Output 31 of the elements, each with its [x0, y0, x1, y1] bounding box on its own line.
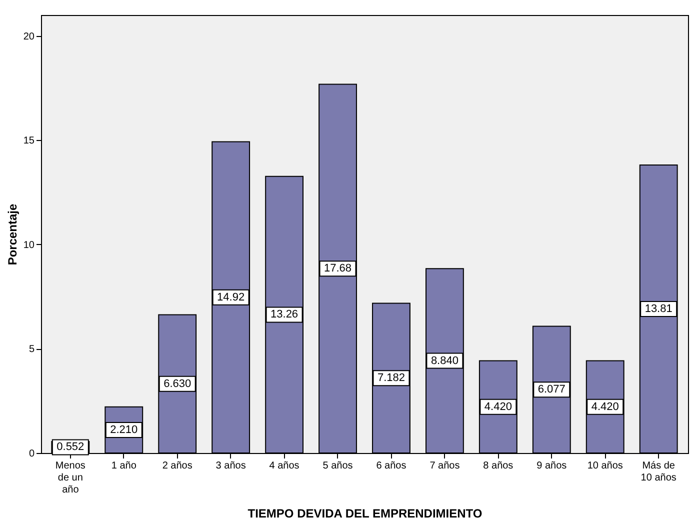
x-tick-label: 2 años: [162, 460, 192, 472]
x-tick-label: 10 años: [587, 460, 623, 472]
y-tick-label: 15: [23, 136, 35, 147]
data-label: 7.182: [377, 372, 405, 384]
x-tick-label: Menos de un año: [55, 460, 86, 496]
x-tick-label: 1 año: [111, 460, 137, 472]
data-label: 14.92: [217, 291, 245, 304]
x-tick-label: 9 años: [536, 460, 567, 472]
y-tick-label: 10: [23, 240, 35, 251]
x-tick-label: 5 años: [322, 460, 353, 472]
data-label: 13.26: [270, 308, 298, 321]
data-label: 0.552: [56, 441, 84, 454]
y-axis-title: Porcentaje: [5, 203, 20, 266]
data-label: 2.210: [110, 424, 138, 436]
x-axis-title: TIEMPO DEVIDA DEL EMPRENDIMIENTO: [248, 506, 482, 520]
y-tick-label: 5: [28, 344, 35, 356]
x-tick-label: 8 años: [483, 460, 514, 472]
data-label: 13.81: [644, 302, 672, 315]
x-tick-label: 3 años: [216, 460, 246, 472]
data-label: 17.68: [324, 262, 352, 275]
x-tick-label: 4 años: [269, 460, 300, 472]
x-tick-label: Más de 10 años: [640, 460, 676, 484]
data-label: 8.840: [430, 354, 458, 367]
x-tick-label: 7 años: [430, 460, 460, 472]
data-label: 4.420: [484, 400, 512, 413]
y-tick-label: 20: [23, 31, 35, 42]
data-label: 6.630: [164, 378, 192, 390]
y-tick-label: 0: [28, 448, 35, 460]
x-tick-label: 6 años: [376, 460, 406, 472]
data-label: 6.077: [538, 384, 566, 396]
data-label: 4.420: [591, 400, 619, 413]
